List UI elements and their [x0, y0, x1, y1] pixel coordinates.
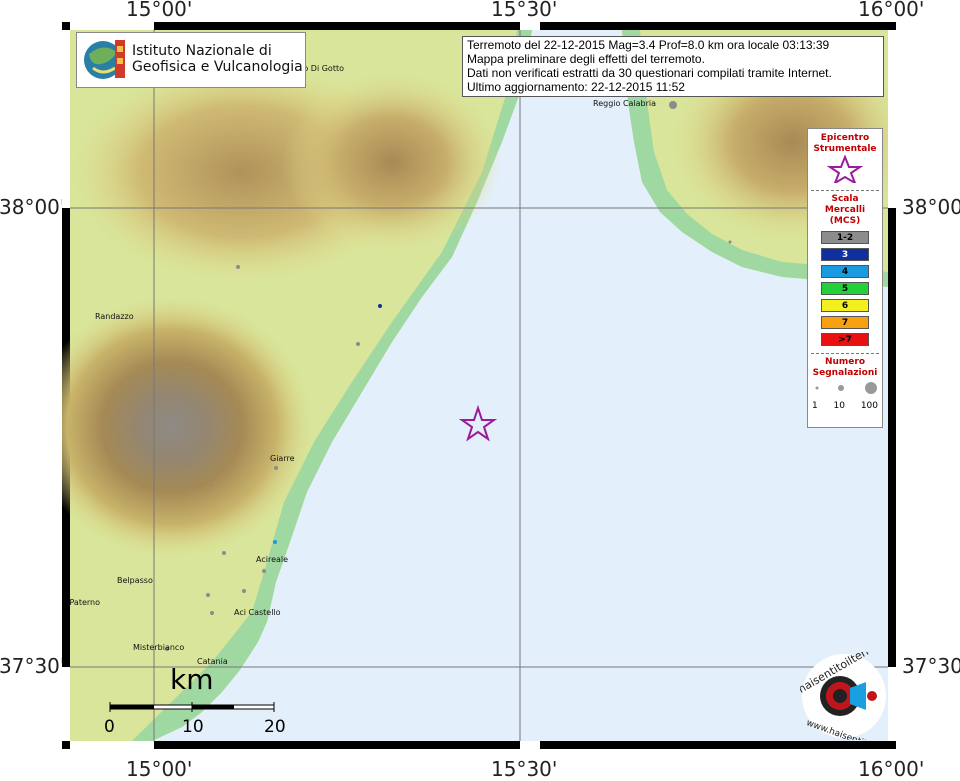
place-belpasso: Belpasso: [117, 576, 153, 585]
mcs-class-4: 6: [821, 299, 869, 312]
legend-mcs-classes: 1-2 3 4 5 6 7 >7: [808, 231, 882, 346]
report-dot: [274, 466, 278, 470]
mcs-class-5: 7: [821, 316, 869, 329]
mcs-class-0: 1-2: [821, 231, 869, 244]
place-giarre: Giarre: [270, 454, 295, 463]
report-dot: [210, 611, 214, 615]
place-paterno: Paterno': [70, 598, 100, 607]
right-lat-label-37-30: 37°30': [902, 654, 960, 678]
info-line-preliminary: Mappa preliminare degli effetti del terr…: [467, 52, 705, 66]
ingv-name: Istituto Nazionale di Geofisica e Vulcan…: [132, 43, 303, 75]
report-dot: [356, 342, 360, 346]
scale-tick-10: 10: [182, 717, 204, 737]
info-line-updated: Ultimo aggiornamento: 22-12-2015 11:52: [467, 80, 685, 94]
mcs-class-2: 4: [821, 265, 869, 278]
scale-unit: km: [170, 663, 214, 696]
left-lat-label-38-00: 38°00': [0, 195, 66, 219]
mcs-class-1: 3: [821, 248, 869, 261]
place-misterbianco: Misterbianco: [133, 643, 185, 652]
place-acicastello: Aci Castello: [234, 608, 281, 617]
bottom-lon-label-15-00: 15°00': [126, 757, 193, 781]
epicenter-star[interactable]: [458, 404, 498, 442]
ingv-globe-icon: [84, 40, 125, 79]
count-label-1: 1: [812, 401, 818, 411]
legend-count-symbols: [815, 382, 877, 394]
bottom-lon-label-15-30: 15°30': [491, 757, 558, 781]
legend: Epicentro Strumentale Scala Mercalli (MC…: [807, 128, 883, 428]
report-dot: [206, 593, 210, 597]
bottom-lon-label-16-00: 16°00': [858, 757, 925, 781]
count-label-100: 100: [860, 401, 878, 411]
earthquake-info: Terremoto del 22-12-2015 Mag=3.4 Prof=8.…: [462, 36, 884, 97]
report-dot: [728, 240, 732, 244]
legend-epicenter-title: Epicentro Strumentale: [813, 133, 877, 154]
report-dot: [236, 265, 240, 269]
report-dot: [165, 647, 169, 651]
report-dot: [242, 589, 246, 593]
info-line-event: Terremoto del 22-12-2015 Mag=3.4 Prof=8.…: [467, 38, 830, 52]
top-lon-label-15-30: 15°30': [491, 0, 558, 21]
place-acireale: Acireale: [256, 555, 289, 564]
haisentito-logo[interactable]: haisentitoilterremoto.it www.haisentitoi…: [796, 621, 929, 771]
ingv-name-line2: Geofisica e Vulcanologia: [132, 59, 303, 75]
map-canvas[interactable]: [62, 22, 896, 749]
ingv-name-line1: Istituto Nazionale di: [132, 43, 272, 59]
legend-count-title: Numero Segnalazioni: [812, 357, 878, 378]
haisentito-logo-icon: haisentitoilterremoto.it www.haisentitoi…: [796, 621, 929, 771]
top-lon-label-16-00: 16°00': [858, 0, 925, 21]
report-dot: [262, 569, 266, 573]
report-dot: [669, 101, 677, 109]
mcs-class-3: 5: [821, 282, 869, 295]
count-label-10: 10: [833, 401, 845, 411]
felt-reports: [165, 101, 732, 651]
etna-relief: [62, 297, 312, 557]
legend-epicenter-star-icon: [826, 154, 864, 186]
report-dot: [273, 540, 277, 544]
calabria-coast-belt: [622, 30, 888, 287]
top-lon-label-15-00: 15°00': [126, 0, 193, 21]
place-randazzo: Randazzo: [95, 312, 134, 321]
left-lat-label-37-30: 37°30': [0, 654, 66, 678]
scale-tick-20: 20: [264, 717, 286, 737]
right-lat-label-38-00: 38°00': [902, 195, 960, 219]
report-dot: [378, 304, 382, 308]
report-dot: [222, 551, 226, 555]
peloritani-east-relief: [282, 72, 502, 252]
scale-bar: [109, 702, 275, 712]
place-catania: Catania: [197, 657, 228, 666]
place-gotto: Barcellona Pozzo Di Gotto: [280, 64, 344, 73]
map-frame[interactable]: [62, 22, 896, 749]
place-reggio: Reggio Calabria: [593, 99, 657, 108]
frame-ticks: [62, 22, 896, 749]
ingv-logo: Istituto Nazionale di Geofisica e Vulcan…: [76, 32, 306, 88]
mcs-class-6: >7: [821, 333, 869, 346]
info-line-data-source: Dati non verificati estratti da 30 quest…: [467, 66, 832, 80]
legend-count-labels: 1 10 100: [808, 401, 882, 411]
report-dot: [209, 483, 213, 487]
legend-scale-title: Scala Mercalli (MCS): [824, 194, 866, 226]
scale-tick-0: 0: [104, 717, 115, 737]
